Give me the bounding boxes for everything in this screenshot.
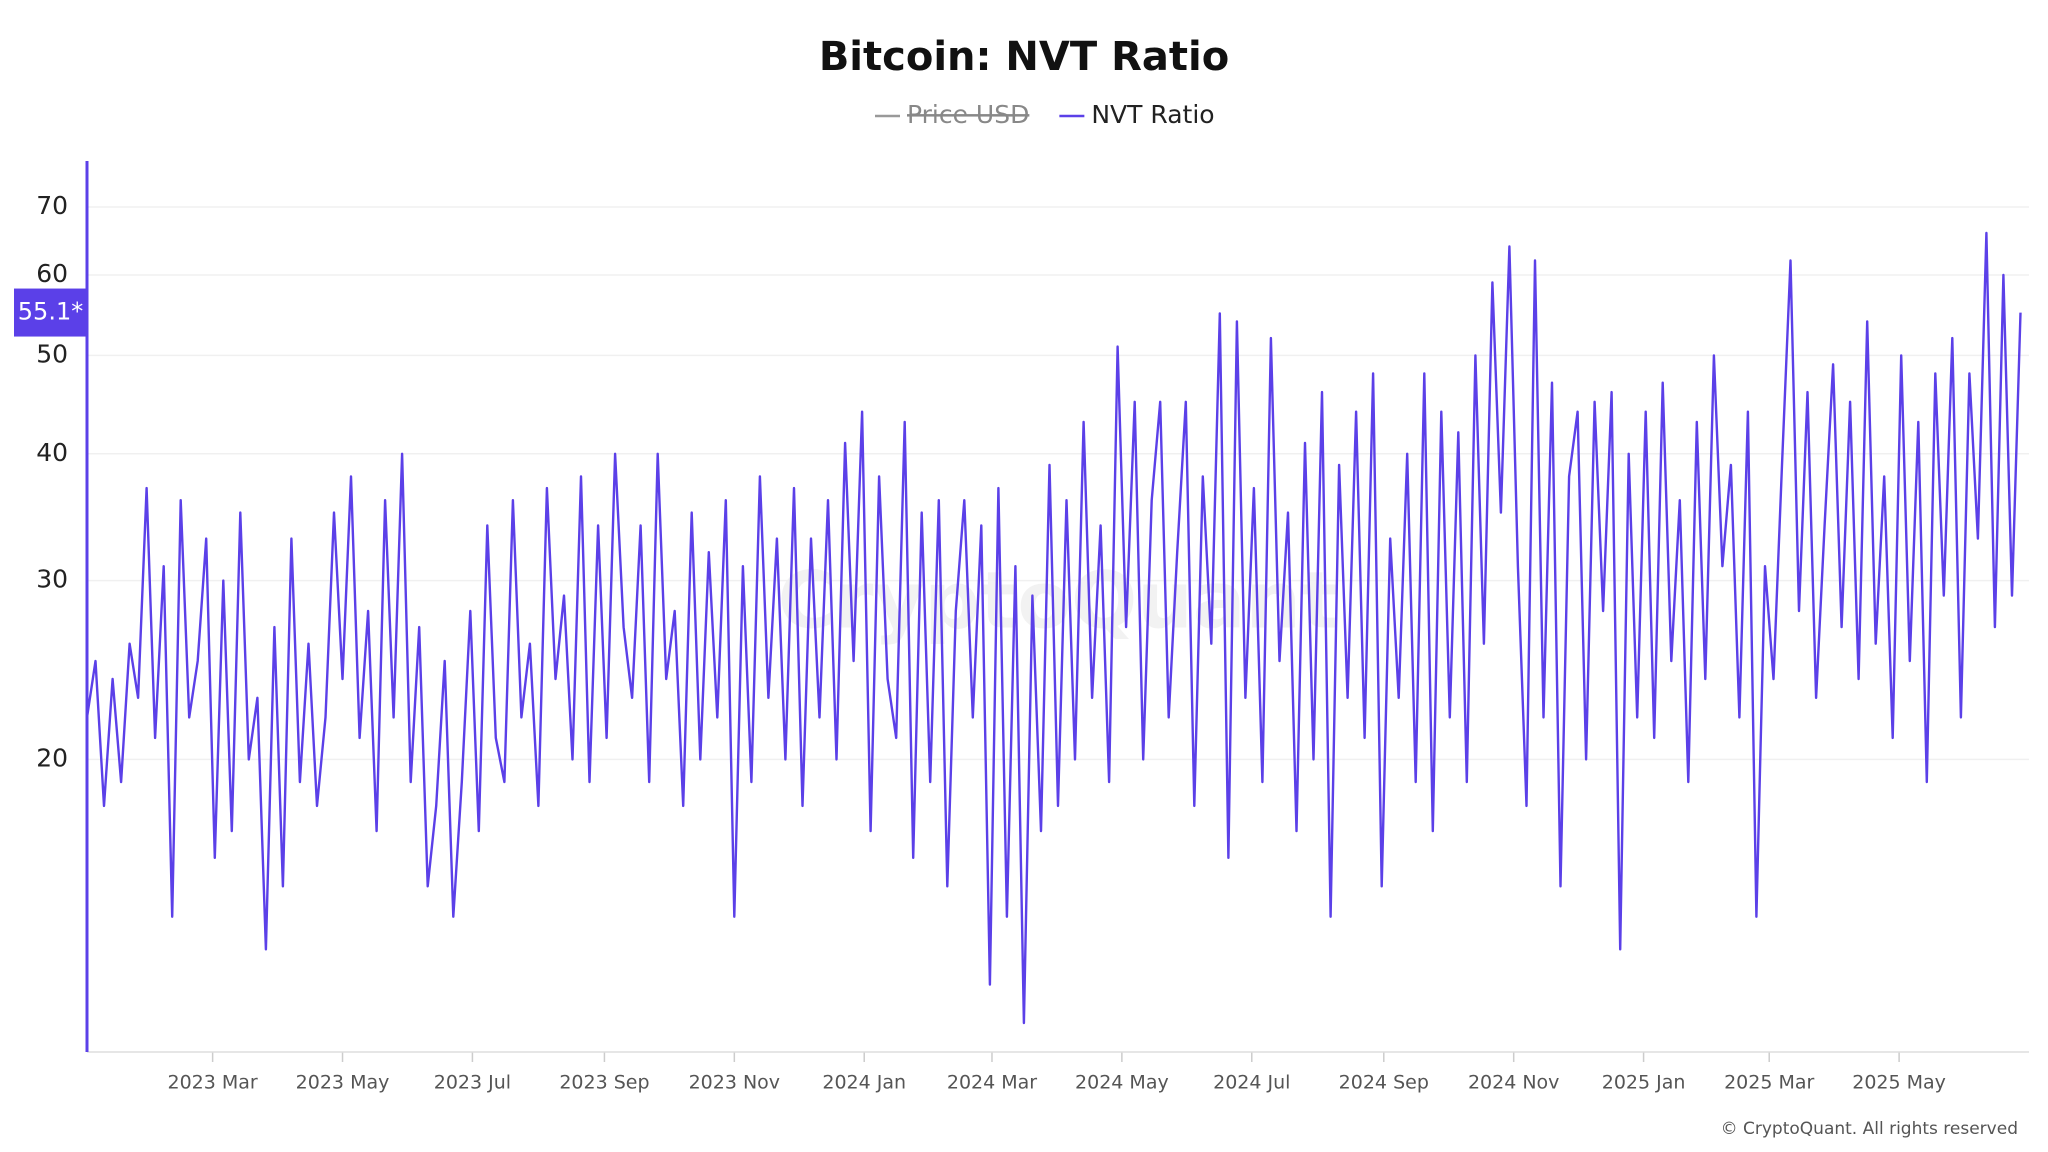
y-tick-label: 70 (36, 191, 68, 220)
chart-title: Bitcoin: NVT Ratio (819, 34, 1229, 80)
x-tick-label: 2024 Jan (822, 1072, 906, 1094)
line-series (85, 231, 2022, 1025)
last-value-label: 55.1* (18, 298, 83, 326)
x-tick-label: 2023 Jul (434, 1072, 511, 1094)
x-tick-label: 2023 May (296, 1072, 390, 1094)
x-tick-label: 2024 Sep (1339, 1072, 1429, 1094)
y-tick-label: 60 (36, 259, 68, 288)
x-tick-label: 2023 Nov (689, 1072, 780, 1094)
legend-label[interactable]: NVT Ratio (1091, 100, 1214, 129)
x-tick-label: 2025 May (1852, 1072, 1946, 1094)
x-tick-label: 2024 Jul (1213, 1072, 1290, 1094)
last-value-badge (14, 288, 87, 337)
y-tick-label: 50 (36, 339, 68, 368)
x-tick-label: 2023 Sep (559, 1072, 649, 1094)
legend-label[interactable]: Price USD (907, 100, 1029, 129)
x-tick-label: 2024 Nov (1468, 1072, 1559, 1094)
y-tick-label: 30 (36, 565, 68, 594)
y-tick-label: 20 (36, 743, 68, 772)
x-tick-label: 2023 Mar (168, 1072, 258, 1094)
x-tick-label: 2025 Mar (1724, 1072, 1814, 1094)
footer: © CryptoQuant. All rights reserved (1721, 1119, 2018, 1139)
y-tick-label: 40 (36, 438, 68, 467)
x-tick-label: 2024 Mar (947, 1072, 1037, 1094)
x-tick-label: 2024 May (1075, 1072, 1169, 1094)
x-tick-label: 2025 Jan (1602, 1072, 1686, 1094)
watermark: CryptoQuant (778, 556, 1339, 646)
